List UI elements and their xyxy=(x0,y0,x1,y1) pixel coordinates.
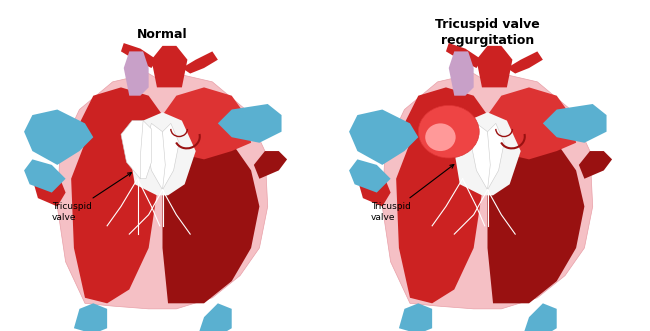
Polygon shape xyxy=(488,137,584,303)
Polygon shape xyxy=(160,123,179,190)
Polygon shape xyxy=(396,115,482,303)
Polygon shape xyxy=(404,87,488,151)
Polygon shape xyxy=(146,123,165,190)
Polygon shape xyxy=(121,43,157,68)
Polygon shape xyxy=(476,46,512,87)
Polygon shape xyxy=(488,87,576,159)
Polygon shape xyxy=(71,115,157,303)
Polygon shape xyxy=(382,73,593,309)
Text: Tricuspid valve
regurgitation: Tricuspid valve regurgitation xyxy=(435,18,540,47)
Polygon shape xyxy=(358,170,391,207)
Polygon shape xyxy=(129,112,196,195)
Polygon shape xyxy=(349,159,391,193)
Polygon shape xyxy=(454,112,521,195)
Polygon shape xyxy=(57,73,268,309)
Polygon shape xyxy=(129,120,151,179)
Polygon shape xyxy=(151,46,187,87)
Polygon shape xyxy=(74,303,107,331)
Polygon shape xyxy=(448,51,474,96)
Polygon shape xyxy=(523,303,556,331)
Polygon shape xyxy=(471,123,490,190)
Polygon shape xyxy=(32,170,66,207)
Polygon shape xyxy=(446,43,482,68)
Polygon shape xyxy=(507,51,543,73)
Text: Normal: Normal xyxy=(137,28,188,41)
Polygon shape xyxy=(162,87,251,159)
Polygon shape xyxy=(254,151,287,179)
Polygon shape xyxy=(24,159,66,193)
Text: Tricuspid
valve: Tricuspid valve xyxy=(371,165,454,222)
Polygon shape xyxy=(218,104,281,143)
Polygon shape xyxy=(124,51,149,96)
Ellipse shape xyxy=(419,105,479,158)
Polygon shape xyxy=(349,110,419,165)
Polygon shape xyxy=(79,87,162,151)
Polygon shape xyxy=(399,303,432,331)
Polygon shape xyxy=(182,51,218,73)
Polygon shape xyxy=(543,104,606,143)
Ellipse shape xyxy=(425,123,456,151)
Text: Tricuspid
valve: Tricuspid valve xyxy=(52,173,131,222)
Polygon shape xyxy=(162,137,259,303)
Polygon shape xyxy=(121,120,143,179)
Polygon shape xyxy=(198,303,231,331)
Polygon shape xyxy=(485,123,504,190)
Polygon shape xyxy=(24,110,94,165)
Polygon shape xyxy=(579,151,612,179)
